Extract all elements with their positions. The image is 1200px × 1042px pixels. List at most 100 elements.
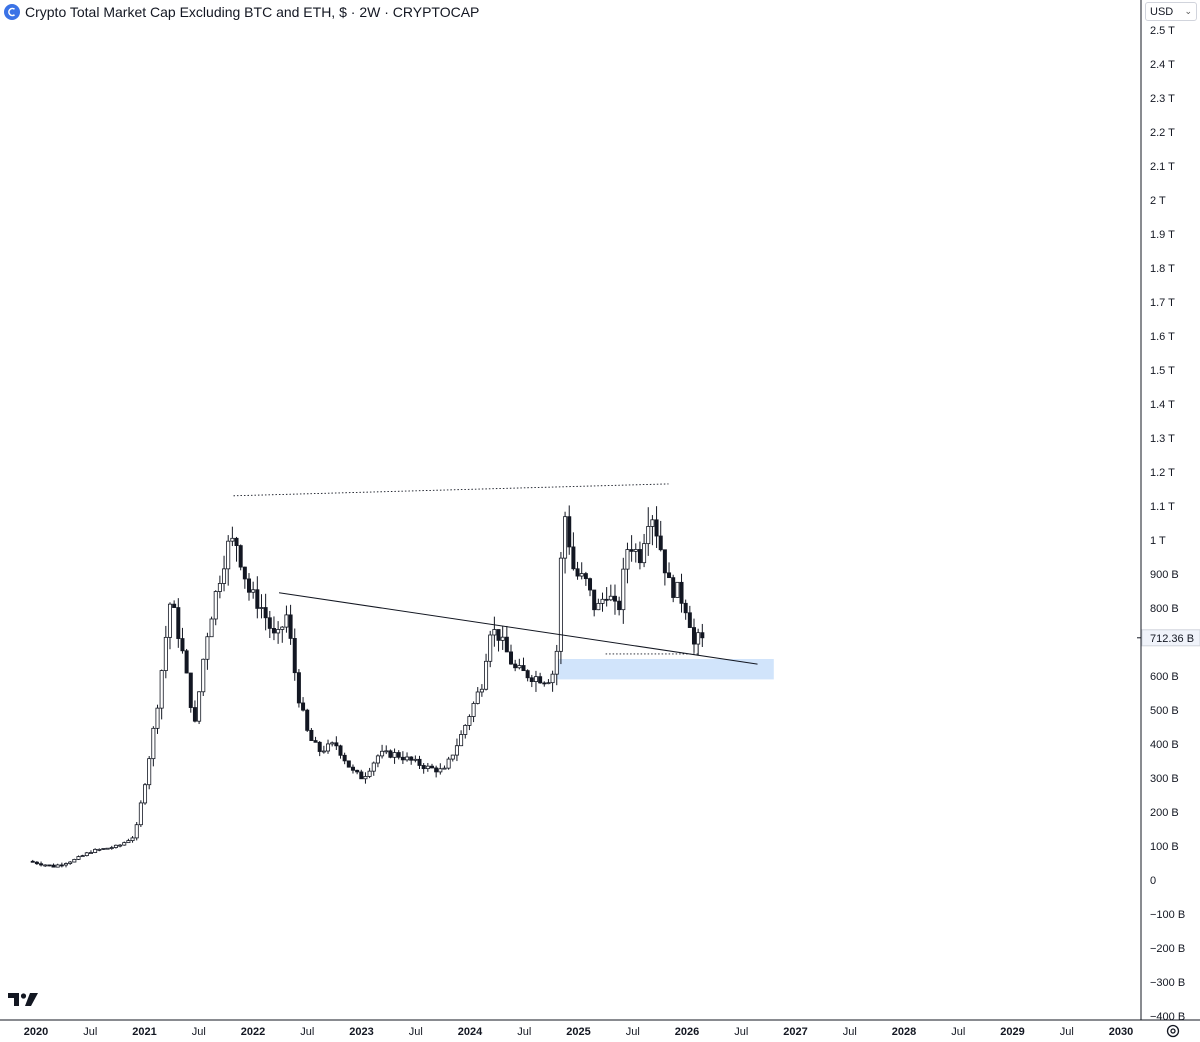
candle-body bbox=[633, 549, 638, 552]
gear-icon[interactable] bbox=[1165, 1023, 1181, 1039]
candle-body bbox=[454, 745, 459, 756]
x-tick-label: Jul bbox=[951, 1026, 965, 1038]
candle-body bbox=[72, 859, 77, 863]
candle-body bbox=[567, 516, 572, 548]
x-tick-label: Jul bbox=[517, 1026, 531, 1038]
candle-body bbox=[180, 638, 185, 652]
candle-body bbox=[334, 742, 339, 747]
candle-body bbox=[313, 740, 318, 743]
candle-body bbox=[192, 707, 197, 722]
candle-body bbox=[234, 537, 239, 547]
candle-body bbox=[429, 765, 434, 769]
candle-body bbox=[346, 760, 351, 768]
candle-body bbox=[617, 600, 622, 611]
candle-body bbox=[558, 557, 563, 652]
chart-title: Crypto Total Market Cap Excluding BTC an… bbox=[25, 4, 480, 20]
y-tick-label: 2.2 T bbox=[1150, 127, 1175, 139]
candle-body bbox=[550, 673, 555, 684]
candle-body bbox=[226, 540, 231, 570]
candle-body bbox=[679, 581, 684, 604]
candle-body bbox=[434, 767, 439, 773]
last-price-label: 712.36 B bbox=[1150, 633, 1194, 645]
candle-body bbox=[612, 595, 617, 602]
y-tick-label: 1.5 T bbox=[1150, 365, 1175, 377]
candle-body bbox=[222, 568, 227, 584]
candle-body bbox=[380, 750, 385, 757]
candle-body bbox=[76, 856, 81, 860]
x-tick-label: 2023 bbox=[349, 1026, 373, 1038]
y-tick-label: 600 B bbox=[1150, 671, 1179, 683]
x-tick-label: Jul bbox=[192, 1026, 206, 1038]
candle-body bbox=[130, 837, 135, 842]
candle-body bbox=[288, 614, 293, 639]
candle-body bbox=[484, 660, 489, 690]
candle-body bbox=[450, 754, 455, 760]
candle-body bbox=[413, 758, 418, 761]
candle-body bbox=[471, 703, 476, 717]
dotted-trendline[interactable] bbox=[233, 483, 669, 497]
candle-body bbox=[151, 727, 156, 760]
y-tick-label: 300 B bbox=[1150, 773, 1179, 785]
candle-body bbox=[326, 743, 331, 752]
candle-body bbox=[113, 844, 118, 848]
x-tick-label: 2028 bbox=[892, 1026, 916, 1038]
candle-body bbox=[101, 848, 106, 850]
candle-body bbox=[662, 549, 667, 574]
candle-body bbox=[213, 591, 218, 620]
candle-body bbox=[621, 568, 626, 611]
candle-body bbox=[488, 634, 493, 662]
candle-body bbox=[604, 598, 609, 601]
candle-body bbox=[496, 629, 501, 641]
chart-title-bar: Crypto Total Market Cap Excluding BTC an… bbox=[4, 2, 486, 22]
candle-body bbox=[172, 603, 177, 608]
x-tick-label: 2020 bbox=[24, 1026, 48, 1038]
candle-body bbox=[301, 702, 306, 711]
y-tick-label: 400 B bbox=[1150, 739, 1179, 751]
candle-body bbox=[538, 676, 543, 684]
x-tick-label: 2025 bbox=[566, 1026, 590, 1038]
candle-body bbox=[629, 549, 634, 552]
candle-body bbox=[97, 848, 102, 851]
y-tick-label: −100 B bbox=[1150, 909, 1185, 921]
y-tick-label: −200 B bbox=[1150, 943, 1185, 955]
candle-body bbox=[64, 863, 69, 866]
candle-body bbox=[405, 756, 410, 761]
candle-body bbox=[34, 861, 39, 865]
candle-body bbox=[109, 847, 114, 849]
y-tick-label: 100 B bbox=[1150, 841, 1179, 853]
candle-body bbox=[309, 729, 314, 741]
y-tick-label: 200 B bbox=[1150, 807, 1179, 819]
candle-body bbox=[375, 755, 380, 764]
candle-body bbox=[367, 770, 372, 777]
candle-body bbox=[280, 626, 285, 630]
y-tick-label: 2.5 T bbox=[1150, 25, 1175, 37]
y-tick-label: 1.9 T bbox=[1150, 229, 1175, 241]
tradingview-logo-icon[interactable] bbox=[8, 990, 40, 1008]
candle-body bbox=[600, 598, 605, 604]
currency-selector[interactable]: USD ⌄ bbox=[1145, 2, 1197, 21]
candle-body bbox=[700, 632, 705, 639]
candle-body bbox=[463, 725, 468, 735]
x-tick-label: 2026 bbox=[675, 1026, 699, 1038]
x-tick-label: Jul bbox=[734, 1026, 748, 1038]
candle-body bbox=[583, 573, 588, 580]
y-tick-label: 1.3 T bbox=[1150, 433, 1175, 445]
candle-body bbox=[209, 618, 214, 638]
candle-body bbox=[93, 848, 98, 853]
candle-body bbox=[155, 707, 160, 729]
x-tick-label: 2029 bbox=[1000, 1026, 1024, 1038]
candle-body bbox=[105, 847, 110, 850]
candle-body bbox=[563, 516, 568, 559]
y-tick-label: 1 T bbox=[1150, 535, 1166, 547]
candle-body bbox=[625, 549, 630, 570]
candle-body bbox=[500, 636, 505, 641]
support-zone[interactable] bbox=[556, 659, 774, 680]
candle-body bbox=[39, 863, 44, 866]
candle-body bbox=[305, 709, 310, 731]
candle-body bbox=[392, 752, 397, 758]
candle-body bbox=[143, 784, 148, 804]
candle-body bbox=[425, 765, 430, 770]
candle-body bbox=[646, 526, 651, 545]
trendline[interactable] bbox=[278, 592, 758, 665]
